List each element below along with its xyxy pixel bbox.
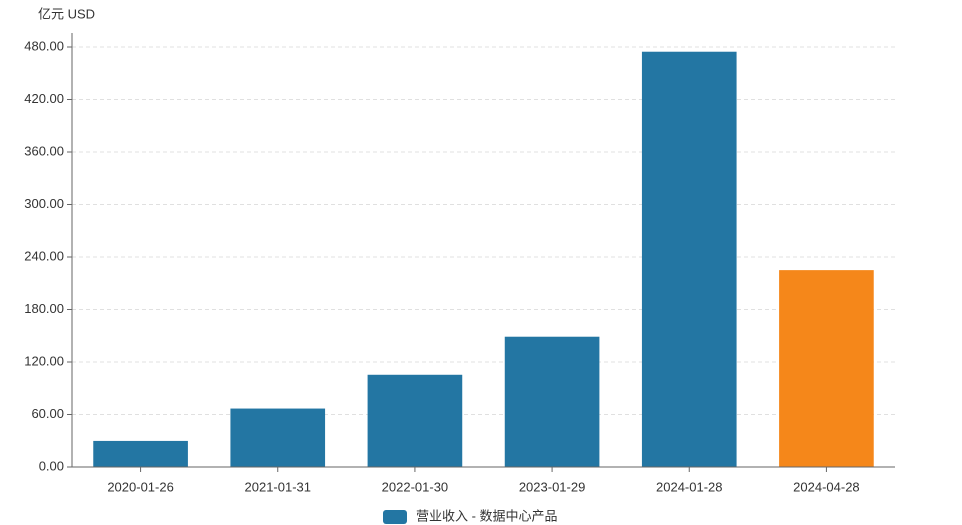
- bar: [504, 336, 600, 467]
- x-tick-label: 2023-01-29: [519, 479, 586, 494]
- y-tick-label: 180.00: [24, 301, 64, 316]
- bar: [779, 270, 874, 467]
- legend-swatch: [383, 510, 407, 524]
- y-tick-label: 300.00: [24, 196, 64, 211]
- y-tick-label: 360.00: [24, 143, 64, 158]
- bar: [230, 408, 326, 467]
- x-tick-label: 2022-01-30: [382, 479, 449, 494]
- y-tick-label: 120.00: [24, 353, 64, 368]
- y-tick-label: 0.00: [39, 458, 64, 473]
- y-tick-label: 240.00: [24, 248, 64, 263]
- y-tick-label: 480.00: [24, 38, 64, 53]
- y-tick-label: 420.00: [24, 91, 64, 106]
- x-tick-label: 2020-01-26: [107, 479, 174, 494]
- y-axis-unit: 亿元 USD: [38, 6, 95, 21]
- bar: [641, 51, 737, 467]
- legend-label: 营业收入 - 数据中心产品: [416, 508, 558, 523]
- x-tick-label: 2024-01-28: [656, 479, 723, 494]
- bar: [367, 374, 463, 467]
- x-tick-label: 2024-04-28: [793, 479, 860, 494]
- y-tick-label: 60.00: [31, 406, 64, 421]
- bar: [93, 440, 188, 467]
- x-tick-label: 2021-01-31: [245, 479, 312, 494]
